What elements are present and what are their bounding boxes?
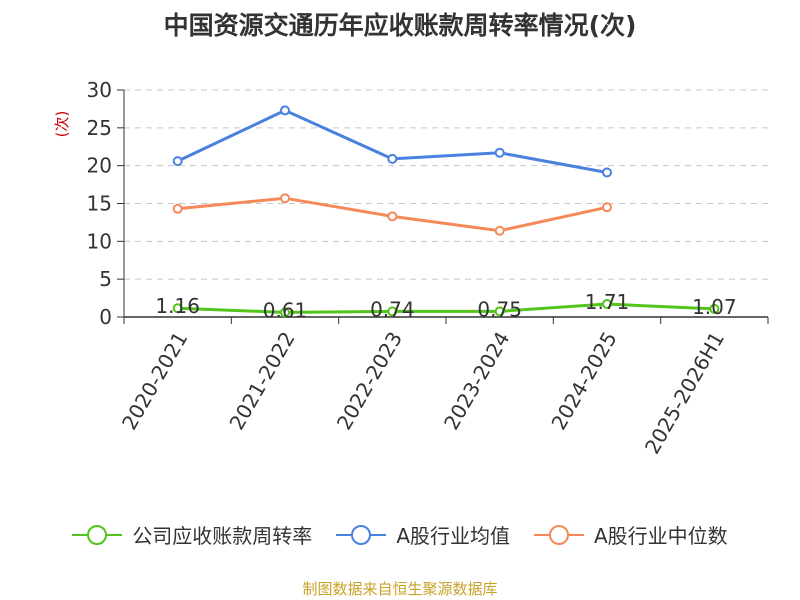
legend-item-industry-mean[interactable]: A股行业均值 [336,520,510,549]
data-point-1 [280,105,290,116]
x-tick-label: 2022-2023 [332,328,407,434]
x-tick-label: 2024-2025 [546,328,621,434]
y-tick-label: 15 [87,192,112,216]
legend-marker-company [72,524,123,545]
data-point-2 [172,203,183,214]
data-point-2 [602,202,612,213]
y-tick-label: 30 [87,78,112,102]
legend-label-industry-mean: A股行业均值 [396,524,510,548]
legend-label-company: 公司应收账款周转率 [132,524,313,548]
legend-marker-industry-mean [336,524,387,545]
data-label: 1.16 [155,294,200,318]
y-tick-label: 25 [87,116,112,140]
data-point-2 [280,193,290,204]
data-point-0 [494,306,505,317]
y-tick-label: 20 [87,154,112,178]
legend-label-industry-median: A股行业中位数 [594,524,728,548]
x-tick-label: 2020-2021 [117,328,192,434]
chart-title: 中国资源交通历年应收账款周转率情况(次) [163,11,637,40]
legend: 公司应收账款周转率 A股行业均值 A股行业中位数 [0,520,800,549]
x-tick-label: 2021-2022 [224,328,299,434]
data-label: 0.75 [477,297,522,321]
data-point-0 [280,307,290,318]
data-point-0 [387,306,398,317]
data-label: 1.07 [692,295,737,319]
x-tick-label: 2025-2026H1 [640,328,729,458]
data-point-2 [387,211,398,222]
y-axis-label: (次) [53,111,71,138]
y-tick-label: 10 [87,229,112,253]
data-point-1 [387,153,398,164]
legend-marker-industry-median [534,524,584,545]
legend-item-industry-median[interactable]: A股行业中位数 [534,520,728,549]
data-label: 1.71 [585,290,630,314]
data-point-0 [172,303,183,314]
data-point-1 [602,167,612,178]
data-point-1 [172,156,183,167]
y-tick-label: 5 [99,267,112,291]
data-label: 0.74 [370,297,415,321]
x-tick-label: 2023-2024 [439,327,514,433]
source-note: 制图数据来自恒生聚源数据库 [302,580,498,598]
data-point-2 [494,225,505,236]
y-tick-label: 0 [99,305,112,329]
data-point-1 [494,147,505,158]
series-line-0 [177,302,715,314]
data-label: 0.61 [263,298,308,322]
data-point-0 [602,299,612,310]
data-point-0 [709,303,720,314]
legend-item-company[interactable]: 公司应收账款周转率 [72,520,312,549]
